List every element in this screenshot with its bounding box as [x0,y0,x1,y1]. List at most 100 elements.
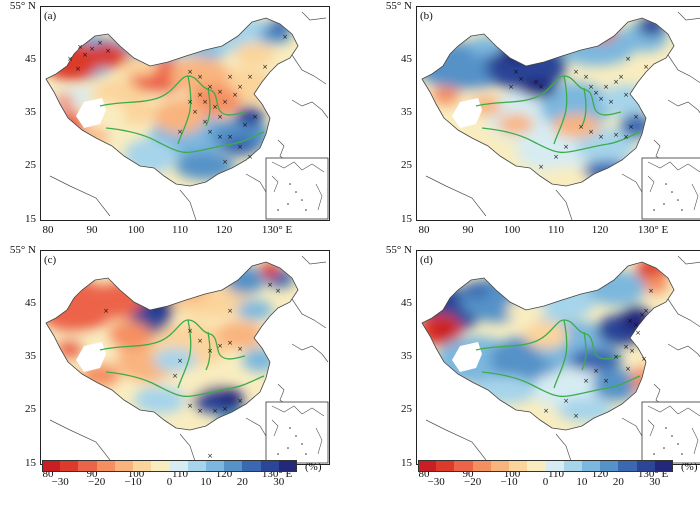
station-marker: × [197,73,203,81]
longitude-label: 80 [42,468,54,480]
station-marker: × [533,78,539,86]
coastline [667,343,700,358]
anomaly-contour [644,274,668,294]
colorbar-swatch [418,460,437,472]
river-line [105,371,265,398]
country-outline [45,17,299,187]
station-marker: × [625,365,631,373]
river-line [205,87,211,127]
longitude-label: 130° E [261,224,293,236]
missing-data-area [76,98,106,128]
anomaly-contour [462,282,490,298]
colorbar-swatch [224,460,243,472]
longitude-label: 80 [418,224,430,236]
station-marker: × [588,128,594,136]
latitude-label: 25 [401,159,412,171]
station-marker: × [222,405,228,413]
station-marker: × [217,88,223,96]
station-marker: × [603,83,609,91]
coastline [49,175,111,217]
longitude-label: 110 [547,224,565,236]
station-marker: × [237,345,243,353]
longitude-label: 90 [462,468,474,480]
colorbar-swatch [472,460,492,472]
station-marker: × [187,327,193,335]
station-marker: × [633,113,639,121]
latitude-label: 35 [401,106,412,118]
coastline [425,175,487,217]
longitude-label: 80 [42,224,54,236]
anomaly-contour [225,266,265,294]
river-line [475,319,622,360]
coastline [301,255,327,265]
panel-label: (a) [44,10,57,22]
station-marker: × [629,347,635,355]
station-marker: × [247,73,253,81]
station-marker: × [643,63,649,71]
colorbar-tick-label: −30 [51,476,69,488]
station-marker: × [598,133,604,141]
inset-map [641,401,700,464]
anomaly-field [422,262,674,430]
colorbar-swatch [618,460,638,472]
colorbar-swatch [545,460,565,472]
station-marker: × [563,143,569,151]
station-marker: × [105,47,111,55]
station-marker: × [608,98,614,106]
colorbar-swatch [169,460,189,472]
anomaly-contour [638,18,666,36]
colorbar-swatch [563,460,583,472]
latitude-label: 45 [401,53,412,65]
anomaly-contour [582,161,630,181]
station-marker: × [197,407,203,415]
colorbar-swatch [42,460,61,472]
anomaly-contour [588,22,616,42]
map-canvas: × ××××× ×××× ××××××× [416,250,700,465]
station-marker: × [197,337,203,345]
station-marker: × [578,123,584,131]
longitude-label: 100 [503,224,521,236]
colorbar-left: (%) −30 −20 −10 0 10 20 30 [42,460,322,494]
country-outline [421,17,675,187]
latitude-label: 35 [25,106,36,118]
colorbar-swatch [527,460,546,472]
coastline [301,11,327,21]
longitude-label: 120 [215,224,233,236]
station-marker: × [217,133,223,141]
country-outline [45,261,299,431]
colorbar-swatch [205,460,225,472]
latitude-label: 55° N [9,0,36,12]
panel-label: (b) [420,10,433,22]
river-line [99,75,246,116]
station-marker: × [613,78,619,86]
river-line [177,319,192,389]
latitude-label: 25 [401,403,412,415]
station-marker: × [538,163,544,171]
anomaly-contour [124,138,176,174]
missing-data-area [452,342,482,372]
anomaly-contour [552,114,600,138]
river-line [105,127,265,154]
anomaly-field [46,262,298,430]
colorbar-tick-label: 0 [166,476,173,488]
station-marker: × [187,98,193,106]
station-marker: × [242,121,248,129]
longitude-label: 130° E [637,224,669,236]
station-marker: × [623,91,629,99]
colorbar-swatch [636,460,656,472]
station-marker: × [627,317,633,325]
station-marker: × [177,357,183,365]
coastline [179,433,197,465]
station-marker: × [237,83,243,91]
coastline [677,11,700,21]
panel-label: (d) [420,254,433,266]
station-marker: × [635,329,641,337]
station-marker: × [222,158,228,166]
anomaly-contour [546,166,586,186]
station-marker: × [82,51,88,59]
inset-map [265,157,329,220]
station-marker: × [643,307,649,315]
station-marker: × [648,287,654,295]
coastline [677,255,700,265]
station-marker: × [633,321,639,329]
